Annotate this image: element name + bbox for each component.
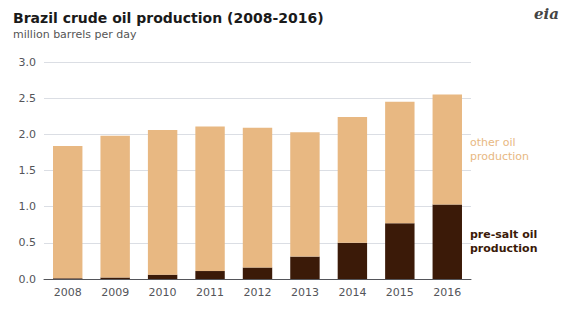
- svg-text:pre-salt oil: pre-salt oil: [470, 228, 537, 241]
- svg-text:2013: 2013: [291, 286, 319, 299]
- svg-text:1.5: 1.5: [19, 164, 37, 177]
- svg-text:1.0: 1.0: [19, 200, 37, 213]
- svg-text:production: production: [470, 150, 529, 163]
- svg-text:2.5: 2.5: [19, 92, 37, 105]
- svg-text:2008: 2008: [54, 286, 82, 299]
- svg-text:production: production: [470, 242, 538, 255]
- svg-text:0.5: 0.5: [19, 236, 37, 249]
- svg-text:2016: 2016: [433, 286, 461, 299]
- svg-text:million barrels per day: million barrels per day: [13, 28, 137, 41]
- svg-text:2015: 2015: [386, 286, 414, 299]
- svg-text:Brazil crude oil production (2: Brazil crude oil production (2008-2016): [13, 10, 324, 26]
- svg-text:2012: 2012: [244, 286, 272, 299]
- svg-text:other oil: other oil: [470, 136, 516, 149]
- svg-text:2014: 2014: [338, 286, 366, 299]
- svg-text:0.0: 0.0: [19, 273, 37, 286]
- svg-text:2011: 2011: [196, 286, 224, 299]
- svg-text:2.0: 2.0: [19, 128, 37, 141]
- svg-text:2009: 2009: [101, 286, 129, 299]
- svg-text:2010: 2010: [149, 286, 177, 299]
- svg-text:eia: eia: [534, 5, 559, 23]
- svg-text:3.0: 3.0: [19, 56, 37, 69]
